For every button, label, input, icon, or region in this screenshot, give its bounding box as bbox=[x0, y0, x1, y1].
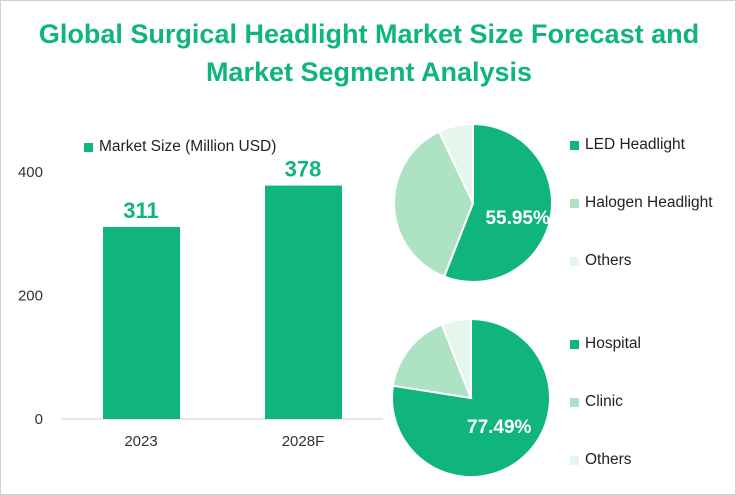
legend-swatch bbox=[570, 198, 579, 208]
pie-slice-led-headlight bbox=[442, 122, 553, 283]
y-tick-label: 0 bbox=[35, 411, 43, 428]
y-tick-label: 400 bbox=[18, 164, 43, 181]
bar-legend: Market Size (Million USD) bbox=[84, 138, 276, 156]
legend-label: Hospital bbox=[585, 335, 641, 352]
x-tick-label: 2028F bbox=[282, 433, 325, 450]
legend-label: Others bbox=[585, 451, 632, 468]
legend-label: Market Size (Million USD) bbox=[99, 138, 277, 155]
legend-item: Others bbox=[570, 252, 632, 270]
legend-item: Others bbox=[570, 451, 632, 469]
bar-2023 bbox=[103, 226, 180, 419]
pie-slice-halogen-headlight bbox=[393, 130, 475, 278]
legend-label: Halogen Headlight bbox=[585, 194, 713, 211]
pie-slice-others bbox=[437, 122, 474, 204]
pie-slice-clinic bbox=[391, 323, 473, 400]
legend-item: LED Headlight bbox=[570, 136, 685, 154]
bar-2028F bbox=[265, 185, 342, 419]
pie-data-label: 77.49% bbox=[467, 417, 532, 438]
legend-swatch bbox=[570, 256, 579, 266]
legend-label: LED Headlight bbox=[585, 136, 685, 153]
legend-swatch bbox=[570, 339, 579, 349]
data-label: 378 bbox=[285, 157, 322, 182]
legend-swatch bbox=[84, 142, 93, 152]
chart-title: Global Surgical Headlight Market Size Fo… bbox=[38, 19, 700, 87]
legend-item: Clinic bbox=[570, 393, 623, 411]
legend-item: Halogen Headlight bbox=[570, 194, 713, 212]
legend-swatch bbox=[570, 397, 579, 407]
legend-swatch bbox=[570, 140, 579, 150]
legend-label: Clinic bbox=[585, 393, 623, 410]
pie-data-label: 55.95% bbox=[485, 208, 550, 229]
x-tick-label: 2023 bbox=[124, 433, 157, 450]
data-label: 311 bbox=[123, 198, 159, 223]
y-tick-label: 200 bbox=[18, 288, 43, 305]
legend-label: Others bbox=[585, 252, 632, 269]
legend-swatch bbox=[570, 455, 579, 465]
legend-item: Hospital bbox=[570, 335, 641, 353]
pie-slice-others bbox=[440, 317, 472, 399]
